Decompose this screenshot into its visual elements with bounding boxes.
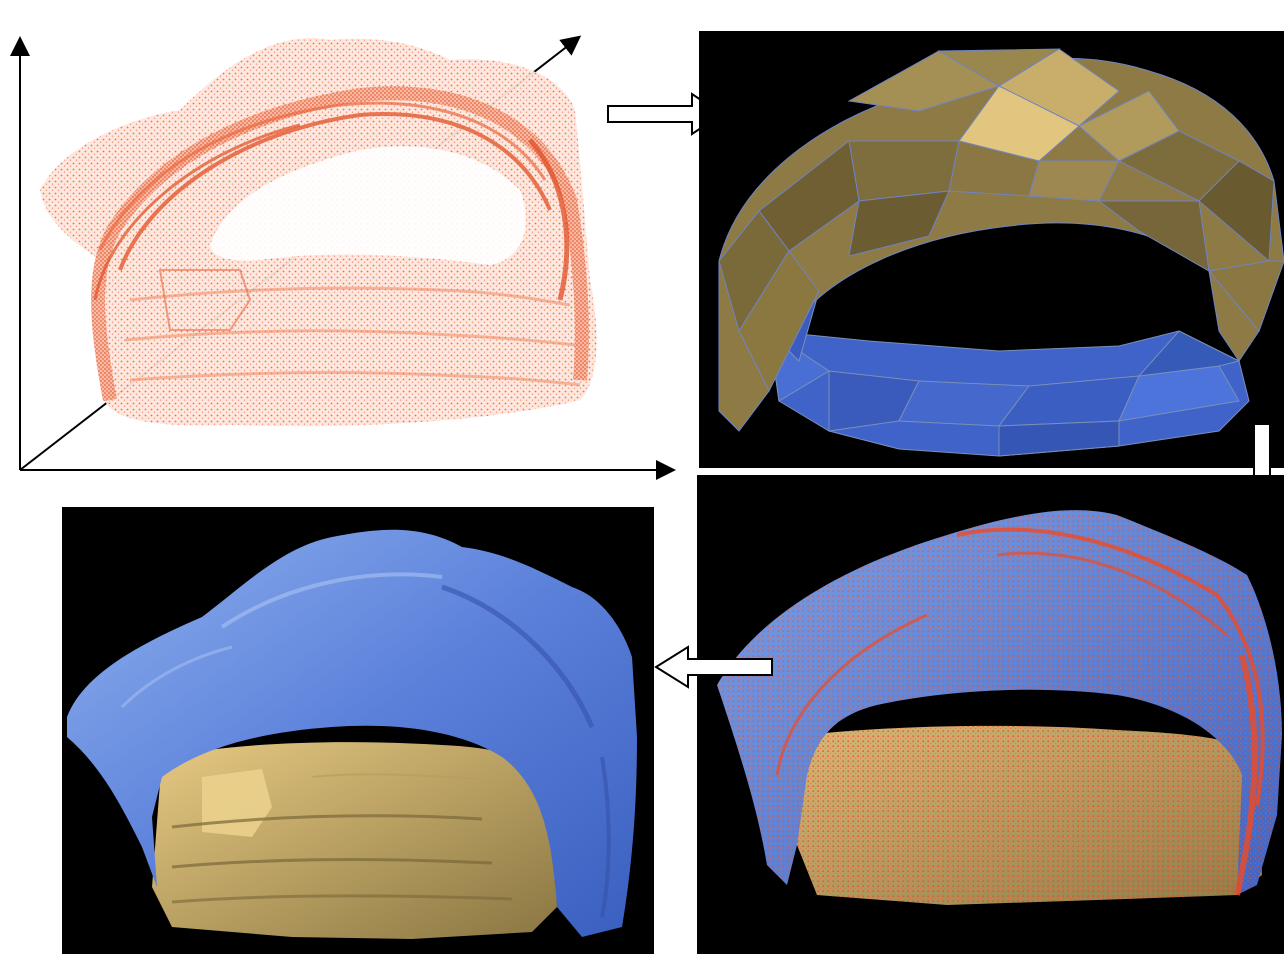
fine-mesh-figure: [67, 529, 637, 939]
point-cloud-panel: [0, 0, 690, 490]
fine-mesh-roof: [67, 529, 637, 937]
point-cloud: [40, 38, 597, 427]
overlay-roof: [717, 510, 1282, 896]
arrow-left: [652, 645, 774, 689]
coarse-mesh-figure: [718, 48, 1284, 457]
overlay-floor: [797, 725, 1262, 905]
overlay-figure: [717, 510, 1282, 905]
coarse-mesh-panel: [699, 31, 1284, 468]
coarse-mesh-roof: [718, 48, 1284, 432]
fine-mesh-panel: [62, 507, 654, 954]
point-cloud-figure: [9, 35, 676, 480]
coarse-mesh-floor: [768, 239, 1250, 457]
overlay-panel: [697, 475, 1284, 954]
fine-mesh-floor: [152, 742, 557, 939]
